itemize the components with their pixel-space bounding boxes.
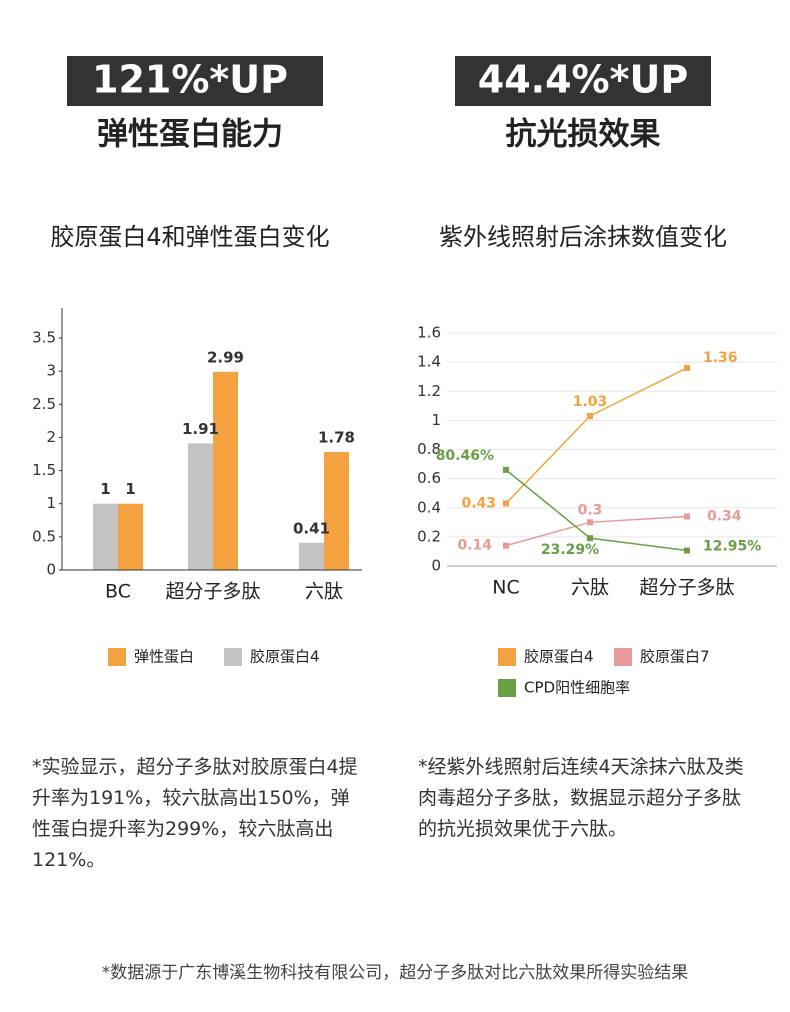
data-label: 1.03 <box>573 394 608 410</box>
badge: 121%*UP <box>92 58 288 102</box>
marker <box>587 535 593 542</box>
bar <box>299 542 324 570</box>
data-label: 1.36 <box>703 350 738 366</box>
data-label: 0.3 <box>578 502 603 518</box>
y-tick-label: 0.6 <box>417 469 441 487</box>
marker <box>503 500 509 507</box>
data-label: 0.43 <box>461 495 496 511</box>
x-tick-label: BC <box>105 581 131 603</box>
y-tick-label: 1 <box>46 494 56 512</box>
bar <box>324 452 349 570</box>
y-tick-label: 1.6 <box>417 324 441 342</box>
legend-swatch <box>108 648 126 666</box>
footer: *数据源于广东博溪生物科技有限公司，超分子多肽对比六肽效果所得实验结果 <box>102 963 689 983</box>
data-label: 1.78 <box>318 429 355 447</box>
marker <box>503 466 509 473</box>
marker <box>684 364 690 371</box>
data-label: 1 <box>125 480 135 498</box>
chart-title: 胶原蛋白4和弹性蛋白变化 <box>50 223 329 251</box>
bar <box>93 503 118 570</box>
data-label: 1 <box>100 480 110 498</box>
marker <box>503 542 509 549</box>
marker <box>587 519 593 526</box>
y-tick-label: 3 <box>46 362 56 380</box>
y-tick-label: 0 <box>46 561 56 579</box>
legend-label: 胶原蛋白7 <box>640 648 710 666</box>
y-tick-label: 1.4 <box>417 353 441 371</box>
legend-swatch <box>498 648 516 666</box>
y-tick-label: 1.2 <box>417 382 441 400</box>
y-tick-label: 0.8 <box>417 440 441 458</box>
y-tick-label: 0.2 <box>417 527 441 545</box>
x-tick-label: 六肽 <box>571 577 609 599</box>
data-label: 1.91 <box>182 420 219 438</box>
data-label: 12.95% <box>703 539 761 555</box>
bar <box>118 503 143 570</box>
data-label: 80.46% <box>436 448 494 464</box>
marker <box>684 547 690 554</box>
chart-title: 紫外线照射后涂抹数值变化 <box>439 223 727 251</box>
data-label: 2.99 <box>207 348 244 366</box>
data-label: 23.29% <box>541 542 599 558</box>
legend-swatch <box>614 648 632 666</box>
legend-swatch <box>224 648 242 666</box>
y-tick-label: 2.5 <box>32 395 56 413</box>
y-tick-label: 1 <box>431 411 441 429</box>
y-tick-label: 0.4 <box>417 498 441 516</box>
badge: 44.4%*UP <box>478 58 688 102</box>
note: *实验显示，超分子多肽对胶原蛋白4提升率为191%，较六肽高出150%，弹性蛋白… <box>32 756 358 871</box>
y-tick-label: 1.5 <box>32 461 56 479</box>
x-tick-label: 六肽 <box>305 581 343 603</box>
panel-title: 抗光损效果 <box>506 117 661 153</box>
legend-label: 胶原蛋白4 <box>524 648 594 666</box>
x-tick-label: 超分子多肽 <box>639 577 734 599</box>
note: *经紫外线照射后连续4天涂抹六肽及类肉毒超分子多肽，数据显示超分子多肽的抗光损效… <box>418 756 744 840</box>
y-tick-label: 0.5 <box>32 527 56 545</box>
y-tick-label: 0 <box>431 557 441 575</box>
badge-bg <box>455 56 711 106</box>
legend-label: CPD阳性细胞率 <box>524 679 630 697</box>
panel-title: 弹性蛋白能力 <box>97 117 283 153</box>
data-label: 0.34 <box>707 508 742 524</box>
data-label: 0.41 <box>293 519 330 537</box>
bar <box>213 371 238 570</box>
badge-bg <box>67 56 323 106</box>
x-tick-label: NC <box>492 577 519 599</box>
legend-label: 胶原蛋白4 <box>250 648 320 666</box>
series-line <box>505 367 688 504</box>
marker <box>587 413 593 420</box>
y-tick-label: 3.5 <box>32 329 56 347</box>
data-label: 0.14 <box>457 538 492 554</box>
y-tick-label: 2 <box>46 428 56 446</box>
legend-swatch <box>498 679 516 697</box>
bar <box>188 443 213 570</box>
legend-label: 弹性蛋白 <box>134 648 194 666</box>
marker <box>684 513 690 520</box>
x-tick-label: 超分子多肽 <box>165 581 260 603</box>
